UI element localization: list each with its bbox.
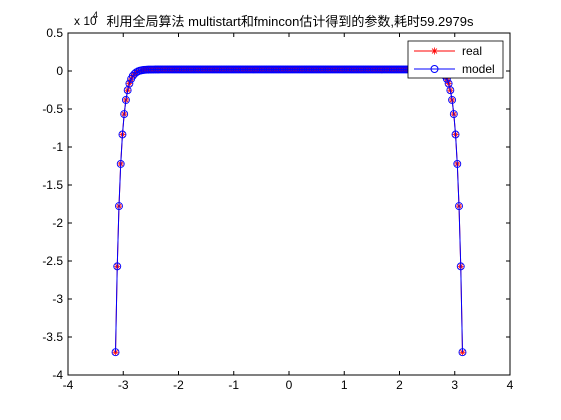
y-tick-label: -2.5 — [42, 254, 63, 268]
legend: real model — [407, 40, 504, 79]
model-point — [111, 348, 120, 357]
model-point — [125, 79, 134, 88]
model-point — [115, 202, 123, 211]
y-axis: 0.5 0 -0.5 -1 -1.5 -2 -2.5 -3 -3.5 -4 — [42, 26, 510, 382]
x-tick-label: 4 — [507, 378, 514, 392]
legend-box — [407, 40, 504, 79]
model-point — [448, 96, 457, 104]
x-tick-label: -2 — [173, 378, 184, 392]
y-tick-label: 0 — [56, 64, 63, 78]
model-point — [449, 110, 458, 119]
y-tick-label: 0.5 — [46, 26, 63, 40]
model-point — [456, 262, 465, 271]
x-tick-label: 1 — [341, 378, 348, 392]
y-tick-label: -1.5 — [42, 178, 63, 192]
legend-marker-real — [431, 47, 438, 55]
model-point — [121, 96, 130, 104]
model-point — [113, 262, 122, 271]
chart-title: 利用全局算法 multistart和fmincon估计得到的参数,耗时59.29… — [107, 14, 474, 29]
model-point — [458, 348, 467, 357]
y-exponent-base: x 10 — [74, 14, 97, 28]
x-tick-label: -3 — [118, 378, 129, 392]
y-tick-label: -0.5 — [42, 102, 63, 116]
model-point — [451, 130, 460, 139]
model-point — [453, 159, 462, 168]
legend-label-model: model — [462, 62, 495, 76]
legend-marker-model — [430, 65, 439, 73]
y-exponent-power: 4 — [93, 10, 98, 20]
model-point — [446, 86, 455, 95]
y-exponent: x 10 4 — [74, 10, 98, 28]
y-tick-label: -4 — [52, 368, 63, 382]
real-point — [431, 47, 438, 55]
model-point — [116, 159, 125, 168]
y-tick-label: -2 — [52, 216, 63, 230]
model-point — [132, 68, 141, 77]
x-tick-label: 2 — [396, 378, 403, 392]
model-point — [455, 202, 463, 211]
series-layer — [111, 65, 467, 357]
plot-area — [67, 32, 511, 376]
x-tick-label: 3 — [451, 378, 458, 392]
model-point — [120, 110, 129, 119]
y-tick-label: -3.5 — [42, 330, 63, 344]
x-axis: -4 -3 -2 -1 0 1 2 3 4 — [63, 33, 514, 392]
x-tick-label: -1 — [228, 378, 239, 392]
y-tick-label: -1 — [52, 140, 63, 154]
y-tick-label: -3 — [52, 292, 63, 306]
model-point — [118, 130, 127, 139]
x-tick-label: 0 — [286, 378, 293, 392]
legend-label-real: real — [462, 44, 482, 58]
x-tick-label: -4 — [63, 378, 74, 392]
